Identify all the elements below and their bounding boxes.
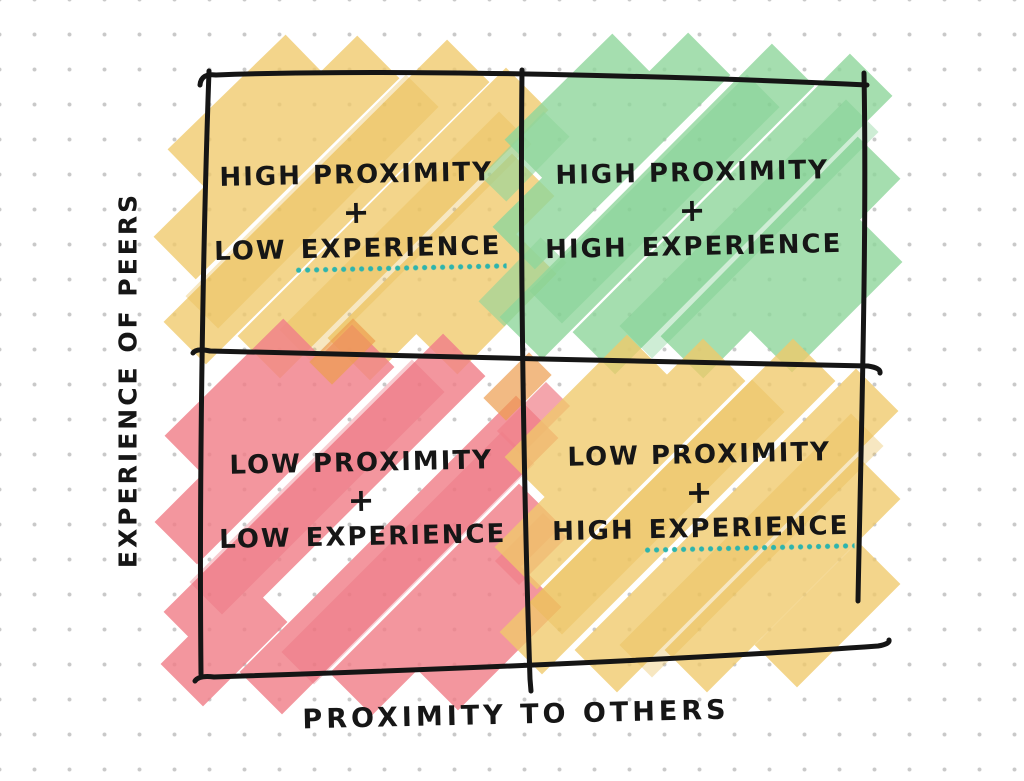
bottom-left-highlight	[154, 318, 571, 716]
quadrant-row1: HIGH PROXIMITY	[219, 157, 494, 193]
quadrant-label-top-right: HIGH PROXIMITY + HIGH EXPERIENCE	[543, 150, 843, 270]
quadrant-row2-word-underlined: EXPERIENCE	[648, 506, 849, 550]
quadrant-row1: LOW PROXIMITY	[567, 437, 832, 473]
quadrant-label-bottom-left: LOW PROXIMITY + LOW EXPERIENCE	[217, 440, 507, 560]
quadrant-row2-prefix: HIGH	[544, 233, 629, 266]
quadrant-row2-word: EXPERIENCE	[305, 518, 507, 554]
quadrant-row1: LOW PROXIMITY	[229, 445, 494, 481]
center-vertical-line	[518, 67, 534, 694]
quadrant-row2-prefix: LOW	[218, 523, 292, 555]
quadrant-row2: LOW EXPERIENCE	[214, 226, 502, 272]
center-horizontal-line	[190, 347, 883, 376]
quadrant-row2: HIGH EXPERIENCE	[545, 224, 843, 270]
top-left-highlight	[153, 34, 557, 381]
frame-right-line	[855, 70, 868, 604]
quadrant-row2: HIGH EXPERIENCE	[552, 506, 850, 552]
quadrant-row2-word: EXPERIENCE	[641, 228, 843, 264]
quadrant-row2: LOW EXPERIENCE	[219, 514, 507, 560]
quadrant-row2-word-underlined: EXPERIENCE	[300, 226, 501, 270]
quadrant-row2-prefix: HIGH	[551, 515, 636, 548]
quadrant-label-top-left: HIGH PROXIMITY + LOW EXPERIENCE	[212, 152, 502, 272]
top-right-highlight	[478, 32, 903, 379]
quadrant-label-bottom-right: LOW PROXIMITY + HIGH EXPERIENCE	[550, 432, 850, 552]
frame-bottom-line	[192, 637, 892, 684]
quadrant-row1: HIGH PROXIMITY	[555, 155, 830, 191]
quadrant-row2-prefix: LOW	[213, 235, 287, 267]
y-axis-label: EXPERIENCE OF PEERS	[113, 191, 143, 569]
frame-top-line	[197, 69, 870, 88]
frame-left-line	[197, 68, 212, 677]
